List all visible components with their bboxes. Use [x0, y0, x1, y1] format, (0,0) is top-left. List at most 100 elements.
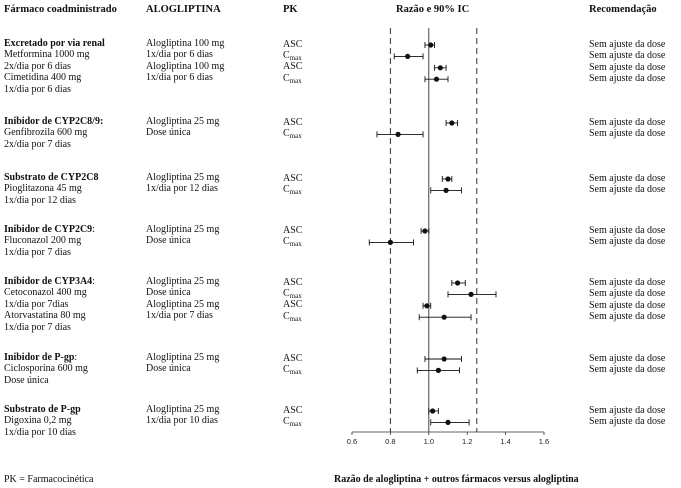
recommendation: Sem ajuste da dose [589, 50, 666, 62]
group-title-suffix: : [74, 352, 78, 363]
cmax-letter: C [283, 287, 290, 299]
recommendation: Sem ajuste da dose [589, 416, 666, 428]
pk-asc: ASC [283, 404, 303, 416]
cmax-letter: C [283, 415, 290, 427]
drug-line: Dose única [4, 374, 49, 386]
alogliptin-regimen: Dose única [146, 235, 191, 247]
drug-line: Atorvastatina 80 mg [4, 310, 86, 322]
alogliptin-regimen: Alogliptina 25 mg [146, 224, 220, 235]
alogliptin-regimen: Alogliptina 25 mg [146, 276, 220, 287]
recommendation: Sem ajuste da dose [589, 117, 666, 128]
point-estimate [445, 419, 451, 425]
drug-line: Metformina 1000 mg [4, 49, 90, 61]
drug-line: 1x/dia por 6 dias [4, 83, 71, 95]
pk-footnote: PK = Farmacocinética [4, 474, 94, 485]
recommendation: Sem ajuste da dose [589, 128, 666, 140]
alogliptin-regimen: Alogliptina 25 mg [146, 298, 220, 310]
recommendation: Sem ajuste da dose [589, 39, 666, 50]
cmax-subscript: max [289, 131, 302, 140]
drug-line: 1x/dia por 7dias [4, 298, 69, 310]
forest-plot-xlabel: Razão de alogliptina + outros fármacos v… [334, 474, 579, 485]
group-title: Inibidor de CYP3A4: [4, 276, 95, 287]
drug-line: Genfibrozila 600 mg [4, 127, 88, 139]
cmax-letter: C [283, 183, 290, 195]
cmax-subscript: max [289, 76, 302, 85]
header-pk: PK [283, 4, 298, 15]
alogliptin-regimen: Alogliptina 100 mg [146, 60, 225, 72]
group-title: Inibidor de P-gp: [4, 352, 78, 363]
point-estimate [441, 314, 447, 320]
cmax-subscript: max [289, 239, 302, 248]
pk-asc: ASC [283, 276, 303, 288]
point-estimate [455, 280, 461, 286]
point-estimate [449, 120, 455, 126]
alogliptin-regimen: Dose única [146, 363, 191, 375]
cmax-subscript: max [289, 314, 302, 323]
group-title: Excretado por via renal [4, 38, 105, 49]
alogliptin-regimen: Dose única [146, 127, 191, 139]
drug-line: Cetoconazol 400 mg [4, 287, 87, 299]
point-estimate [422, 228, 428, 234]
drug-line: Cimetidina 400 mg [4, 72, 82, 84]
pk-cmax: Cmax [283, 128, 302, 140]
point-estimate [443, 187, 449, 193]
point-estimate [468, 291, 474, 297]
x-tick-label: 1.6 [539, 437, 549, 446]
group-title: Inibidor de CYP2C9: [4, 224, 95, 235]
pk-asc: ASC [283, 116, 303, 128]
pk-asc: ASC [283, 299, 303, 311]
cmax-subscript: max [289, 367, 302, 376]
point-estimate [430, 408, 436, 414]
point-estimate [441, 356, 447, 362]
header-alogliptin: ALOGLIPTINA [146, 4, 221, 15]
header-ratio: Razão e 90% IC [396, 4, 470, 15]
recommendation: Sem ajuste da dose [589, 173, 666, 184]
pk-cmax: Cmax [283, 49, 302, 62]
recommendation: Sem ajuste da dose [589, 225, 666, 236]
drug-line: Digoxina 0,2 mg [4, 415, 72, 427]
pk-cmax: Cmax [283, 287, 302, 300]
alogliptin-regimen: Alogliptina 100 mg [146, 38, 225, 49]
recommendation: Sem ajuste da dose [589, 236, 666, 248]
group-title-suffix: : [92, 224, 95, 235]
pk-cmax: Cmax [283, 364, 302, 376]
drug-line: Fluconazol 200 mg [4, 235, 82, 247]
x-tick-label: 1.2 [462, 437, 472, 446]
cmax-letter: C [283, 72, 290, 84]
header-recommendation: Recomendação [589, 4, 657, 15]
alogliptin-regimen: 1x/dia por 12 dias [146, 183, 218, 195]
recommendation: Sem ajuste da dose [589, 184, 666, 196]
x-tick-label: 0.8 [385, 437, 395, 446]
group-title: Inibidor de CYP2C8/9: [4, 116, 104, 127]
recommendation: Sem ajuste da dose [589, 405, 666, 416]
recommendation: Sem ajuste da dose [589, 353, 666, 364]
point-estimate [445, 176, 451, 182]
alogliptin-regimen: 1x/dia por 10 dias [146, 415, 218, 427]
cmax-letter: C [283, 49, 290, 61]
pk-asc: ASC [283, 61, 303, 73]
point-estimate [435, 367, 441, 373]
point-estimate [387, 239, 393, 245]
recommendation: Sem ajuste da dose [589, 299, 666, 311]
recommendation: Sem ajuste da dose [589, 73, 666, 85]
point-estimate [395, 131, 401, 137]
drug-line: Pioglitazona 45 mg [4, 183, 82, 195]
drug-line: 1x/dia por 7 dias [4, 321, 71, 333]
cmax-subscript: max [289, 53, 302, 62]
alogliptin-regimen: Alogliptina 25 mg [146, 116, 220, 127]
cmax-letter: C [283, 310, 290, 322]
pk-cmax: Cmax [283, 235, 302, 248]
point-estimate [424, 303, 430, 309]
pk-cmax: Cmax [283, 72, 302, 85]
alogliptin-regimen: 1x/dia por 6 dias [146, 72, 213, 84]
cmax-letter: C [283, 235, 290, 247]
group-title: Substrato de P-gp [4, 404, 81, 415]
x-tick-label: 1.4 [500, 437, 510, 446]
recommendation: Sem ajuste da dose [589, 311, 666, 323]
point-estimate [433, 76, 440, 82]
group-title-suffix: : [92, 276, 95, 287]
drug-line: Ciclosporina 600 mg [4, 363, 88, 375]
drug-line: 2x/dia por 7 dias [4, 138, 71, 150]
header-drug: Fármaco coadministrado [4, 4, 117, 15]
